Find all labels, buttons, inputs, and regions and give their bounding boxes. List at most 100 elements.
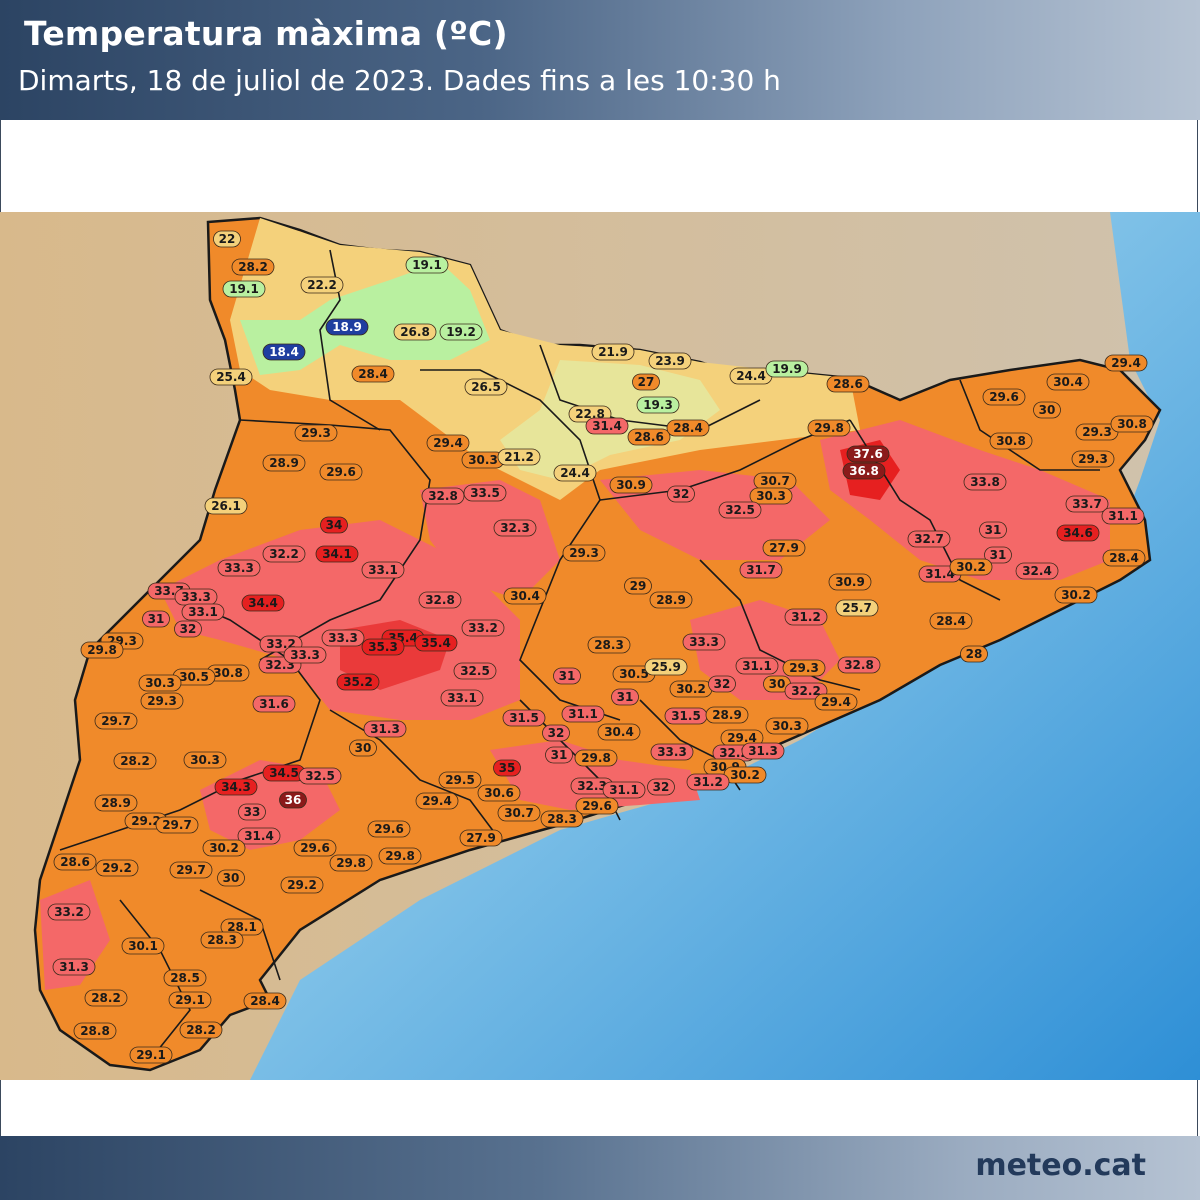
station-temperature: 29.4 xyxy=(727,731,757,745)
station-temperature: 28.4 xyxy=(1109,551,1139,565)
station-badge xyxy=(155,816,199,834)
station-badge xyxy=(1102,549,1146,567)
station-label: 32.8 xyxy=(421,487,465,505)
station-badge xyxy=(84,989,128,1007)
station-temperature: 30.8 xyxy=(213,666,243,680)
station-temperature: 28.4 xyxy=(250,994,280,1008)
station-temperature: 36 xyxy=(285,793,302,807)
station-label: 29.6 xyxy=(293,839,337,857)
station-temperature: 29.4 xyxy=(821,695,851,709)
station-temperature: 30.5 xyxy=(619,667,649,681)
station-badge xyxy=(169,861,213,879)
station-label: 29.2 xyxy=(95,859,139,877)
station-badge xyxy=(47,903,91,921)
station-badge xyxy=(602,781,646,799)
station-label: 30.4 xyxy=(1046,373,1090,391)
station-temperature: 30 xyxy=(355,741,372,755)
station-label: 32 xyxy=(708,675,736,693)
station-label: 29.6 xyxy=(319,463,363,481)
station-temperature: 32.7 xyxy=(914,532,944,546)
station-label: 25.4 xyxy=(209,368,253,386)
station-temperature: 28.2 xyxy=(186,1023,216,1037)
station-label: 26.5 xyxy=(464,378,508,396)
station-label: 29.8 xyxy=(80,641,124,659)
station-temperature: 28.8 xyxy=(80,1024,110,1038)
station-label: 30.8 xyxy=(1110,415,1154,433)
station-label: 29.7 xyxy=(169,861,213,879)
station-badge xyxy=(329,854,373,872)
station-label: 37.6 xyxy=(846,445,890,463)
station-temperature: 35.4 xyxy=(421,636,451,650)
station-badge xyxy=(647,778,675,796)
station-badge xyxy=(453,662,497,680)
station-temperature: 22.2 xyxy=(307,278,337,292)
station-label: 30.3 xyxy=(461,451,505,469)
station-label: 30.3 xyxy=(765,717,809,735)
station-badge xyxy=(300,276,344,294)
station-label: 31.1 xyxy=(561,705,605,723)
station-temperature: 29.8 xyxy=(814,421,844,435)
station-temperature: 28.5 xyxy=(170,971,200,985)
station-label: 32.5 xyxy=(298,767,342,785)
station-badge xyxy=(842,462,886,480)
station-badge xyxy=(200,931,244,949)
station-label: 30.5 xyxy=(612,665,656,683)
station-temperature: 32 xyxy=(653,780,670,794)
station-label: 19.1 xyxy=(222,280,266,298)
station-badge xyxy=(682,633,726,651)
station-label: 34.6 xyxy=(1056,524,1100,542)
station-badge xyxy=(220,918,264,936)
station-label: 28.6 xyxy=(627,428,671,446)
station-temperature: 30.3 xyxy=(190,753,220,767)
station-badge xyxy=(241,594,285,612)
station-temperature: 30.4 xyxy=(604,725,634,739)
station-label: 29.7 xyxy=(94,712,138,730)
station-temperature: 31 xyxy=(559,669,576,683)
station-label: 26.8 xyxy=(393,323,437,341)
station-temperature: 30.2 xyxy=(676,682,706,696)
station-label: 29.6 xyxy=(367,820,411,838)
station-temperature: 37.6 xyxy=(853,447,883,461)
station-badge xyxy=(960,645,988,663)
station-label: 30.1 xyxy=(121,937,165,955)
station-temperature: 33.3 xyxy=(181,590,211,604)
station-badge xyxy=(179,1021,223,1039)
station-temperature: 32.2 xyxy=(791,684,821,698)
station-temperature: 32.5 xyxy=(725,503,755,517)
station-temperature: 29.1 xyxy=(175,993,205,1007)
page-title: Temperatura màxima (ºC) xyxy=(24,14,508,53)
station-temperature: 33.2 xyxy=(468,621,498,635)
station-label: 34.4 xyxy=(241,594,285,612)
station-temperature: 28.3 xyxy=(207,933,237,947)
station-label: 31.7 xyxy=(739,561,783,579)
station-badge xyxy=(121,937,165,955)
station-label: 30.4 xyxy=(597,723,641,741)
station-badge xyxy=(1101,507,1145,525)
station-label: 36.8 xyxy=(842,462,886,480)
station-label: 31.1 xyxy=(602,781,646,799)
station-temperature: 31.3 xyxy=(748,744,778,758)
station-badge xyxy=(262,343,306,361)
brand-logo-text[interactable]: meteo.cat xyxy=(975,1148,1146,1183)
station-temperature: 29.2 xyxy=(131,814,161,828)
station-badge xyxy=(837,656,881,674)
station-temperature: 30.8 xyxy=(1117,417,1147,431)
station-label: 29.4 xyxy=(1104,354,1148,372)
station-temperature: 30.1 xyxy=(128,939,158,953)
station-temperature: 30.3 xyxy=(468,453,498,467)
station-label: 29 xyxy=(624,577,652,595)
station-temperature: 29.7 xyxy=(176,863,206,877)
station-temperature: 27 xyxy=(638,375,655,389)
station-label: 33.1 xyxy=(181,603,225,621)
station-label: 31.6 xyxy=(252,695,296,713)
station-label: 29.3 xyxy=(294,424,338,442)
station-temperature: 33.3 xyxy=(224,561,254,575)
station-temperature: 29.5 xyxy=(445,773,475,787)
station-label: 25.9 xyxy=(644,658,688,676)
station-badge xyxy=(1056,524,1100,542)
station-badge xyxy=(963,473,1007,491)
station-label: 29.7 xyxy=(155,816,199,834)
station-badge xyxy=(181,603,225,621)
station-label: 28.4 xyxy=(1102,549,1146,567)
station-badge xyxy=(252,695,296,713)
